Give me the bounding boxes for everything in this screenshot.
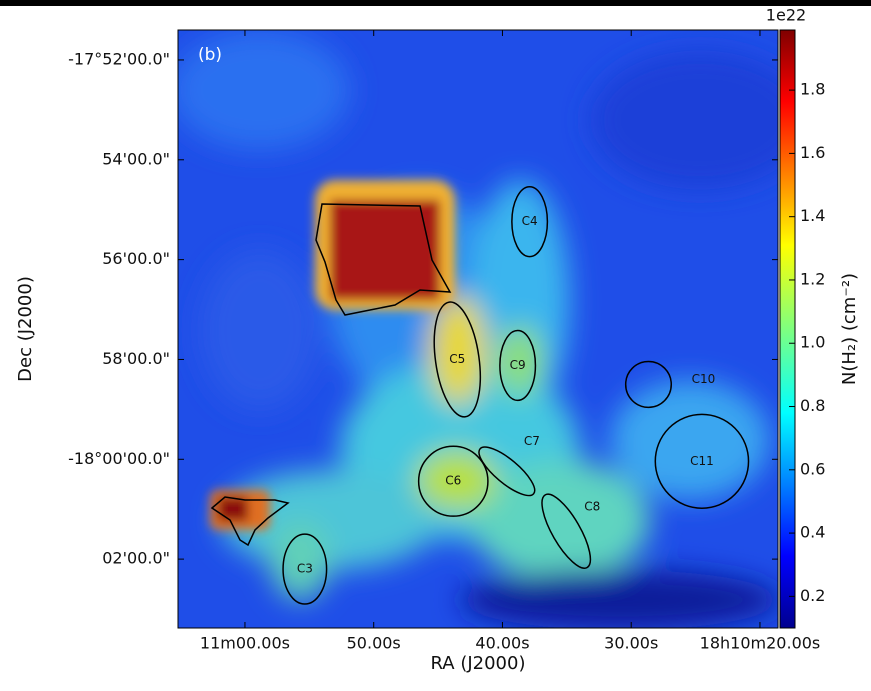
core-label: C3 xyxy=(297,562,313,576)
core-label: C11 xyxy=(690,454,714,468)
core-label: C6 xyxy=(445,474,461,488)
x-tick-label: 11m00.00s xyxy=(200,634,290,653)
panel-label: (b) xyxy=(198,45,222,65)
x-tick-label: 50.00s xyxy=(347,634,401,653)
colorbar-tick-label: 1.6 xyxy=(800,143,825,162)
colorbar-tick-label: 1.4 xyxy=(800,206,825,225)
colorbar-tick-label: 0.4 xyxy=(800,523,825,542)
x-axis-label: RA (J2000) xyxy=(431,653,526,674)
colorbar-tick-label: 0.8 xyxy=(800,396,825,415)
top-border xyxy=(0,0,871,6)
colorbar-tick-label: 1.2 xyxy=(800,269,825,288)
y-tick-label: -18°00'00.0" xyxy=(68,449,170,468)
y-tick-label: 02'00.0" xyxy=(102,549,170,568)
colorbar-tick-label: 0.6 xyxy=(800,459,825,478)
colorbar xyxy=(780,30,795,628)
core-label: C5 xyxy=(449,352,465,366)
core-label: C4 xyxy=(522,214,538,228)
x-tick-label: 40.00s xyxy=(475,634,529,653)
y-tick-label: 58'00.0" xyxy=(102,349,170,368)
y-tick-label: -17°52'00.0" xyxy=(68,49,170,68)
core-label: C10 xyxy=(692,372,716,386)
figure: (b) RA (J2000) Dec (J2000) N(H₂) (cm⁻²) … xyxy=(0,0,871,687)
x-tick-label: 18h10m20.00s xyxy=(700,634,821,653)
core-label: C8 xyxy=(584,500,600,514)
colorbar-label: N(H₂) (cm⁻²) xyxy=(839,273,860,385)
y-tick-label: 56'00.0" xyxy=(102,249,170,268)
y-axis-label: Dec (J2000) xyxy=(15,276,36,382)
colorbar-tick-label: 1.0 xyxy=(800,333,825,352)
colorbar-tick-label: 1.8 xyxy=(800,80,825,99)
core-label: C7 xyxy=(524,434,540,448)
x-tick-label: 30.00s xyxy=(604,634,658,653)
core-label: C9 xyxy=(510,358,526,372)
colorbar-offset: 1e22 xyxy=(766,6,806,25)
colorbar-tick-label: 0.2 xyxy=(800,586,825,605)
density-map xyxy=(170,30,810,630)
y-tick-label: 54'00.0" xyxy=(102,149,170,168)
